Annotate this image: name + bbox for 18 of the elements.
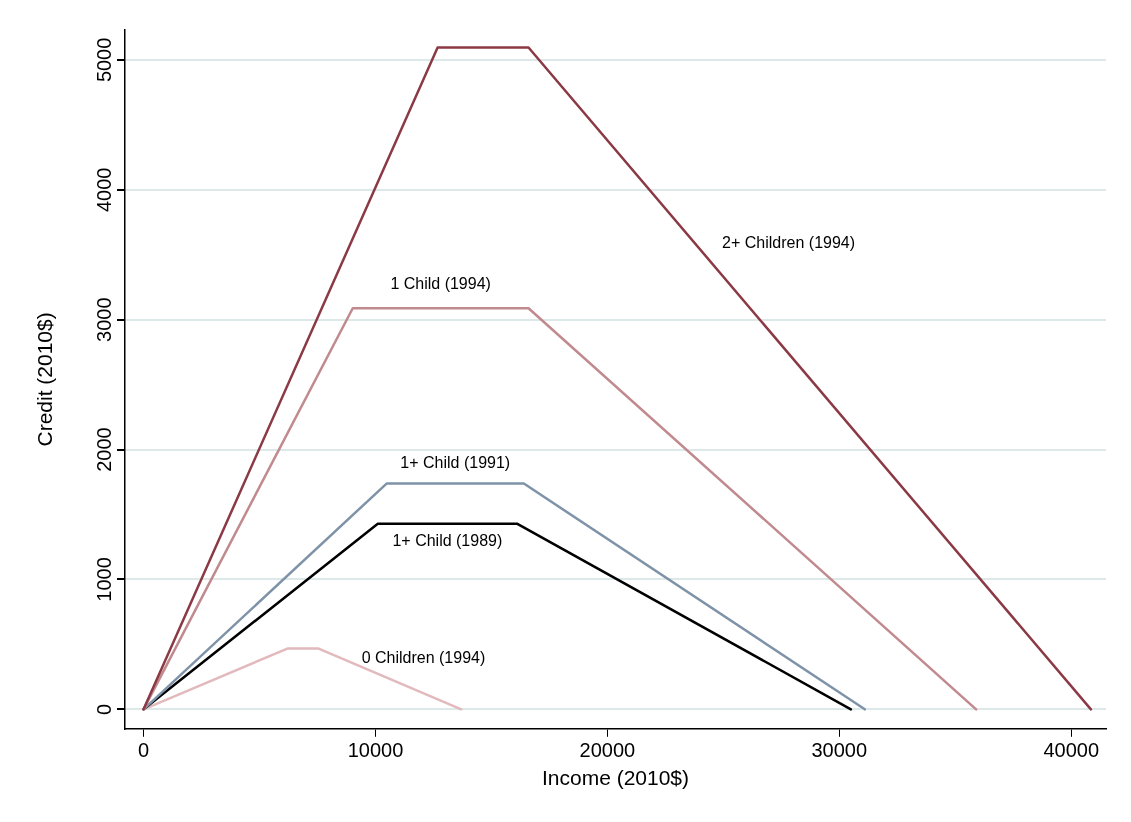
y-tick-label: 5000	[92, 37, 115, 83]
series-label: 0 Children (1994)	[361, 648, 486, 666]
series-label: 1 Child (1994)	[390, 274, 491, 292]
x-tick-label: 10000	[347, 739, 404, 762]
x-tick-label: 40000	[1043, 739, 1100, 762]
y-tick-label: 1000	[92, 557, 115, 602]
x-tick-label: 20000	[579, 739, 636, 762]
series-label: 1+ Child (1991)	[400, 453, 511, 471]
y-tick-label: 2000	[92, 427, 115, 472]
y-tick-label: 4000	[92, 167, 115, 213]
series-label: 2+ Children (1994)	[722, 234, 856, 252]
series-label: 1+ Child (1989)	[392, 532, 503, 550]
x-tick-label: 0	[137, 739, 150, 762]
y-tick-label: 3000	[92, 297, 115, 342]
y-axis-title: Credit (2010$)	[33, 312, 57, 447]
x-axis-title: Income (2010$)	[541, 766, 690, 790]
y-tick-label: 0	[92, 703, 115, 715]
x-tick-label: 30000	[811, 739, 868, 762]
